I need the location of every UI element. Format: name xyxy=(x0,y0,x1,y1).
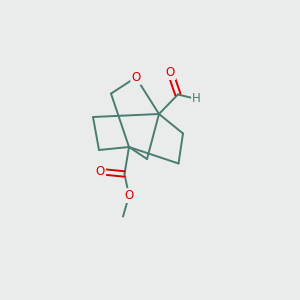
Text: H: H xyxy=(192,92,201,106)
Text: O: O xyxy=(124,189,134,202)
Text: O: O xyxy=(96,165,105,178)
Text: O: O xyxy=(131,71,140,84)
Text: O: O xyxy=(166,66,175,79)
